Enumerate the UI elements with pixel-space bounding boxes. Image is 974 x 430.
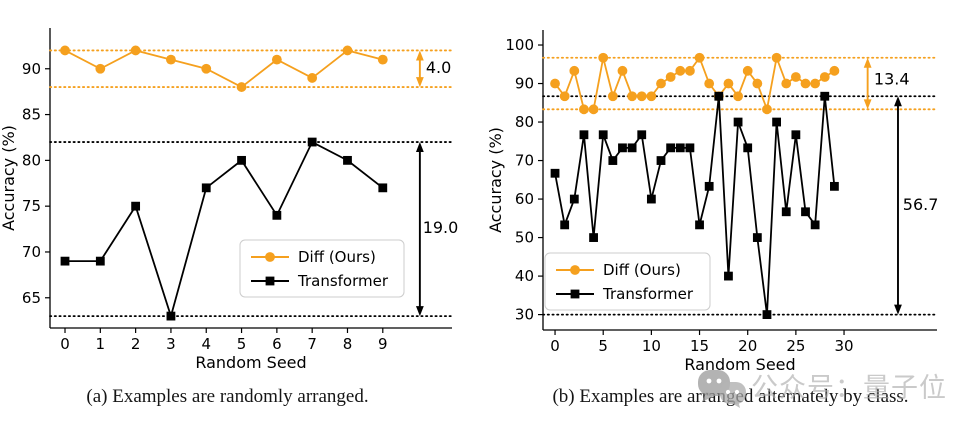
caption-b: (b) Examples are arranged alternately by… [552,386,909,407]
svg-text:Accuracy (%): Accuracy (%) [486,127,505,233]
svg-text:Diff (Ours): Diff (Ours) [603,261,681,279]
svg-text:5: 5 [598,337,608,355]
svg-text:0: 0 [550,337,560,355]
svg-text:30: 30 [515,306,534,324]
svg-text:90: 90 [515,75,534,93]
svg-text:60: 60 [515,190,534,208]
chart-a-block: 65 70 75 80 85 90 0 1 2 3 4 5 6 7 8 9 Random Seed Accurac… [0,0,487,375]
svg-text:25: 25 [786,337,805,355]
svg-text:2: 2 [131,335,141,353]
svg-text:70: 70 [22,243,41,261]
chart-a-canvas: 65 70 75 80 85 90 0 1 2 3 4 5 6 7 8 9 Random Seed Accurac… [0,28,459,372]
svg-text:56.7: 56.7 [903,195,939,214]
svg-text:19.0: 19.0 [423,218,459,237]
svg-text:0: 0 [60,335,70,353]
svg-text:90: 90 [22,60,41,78]
svg-text:80: 80 [22,151,41,169]
svg-text:13.4: 13.4 [874,70,910,89]
svg-text:5: 5 [237,335,247,353]
caption-a: (a) Examples are randomly arranged. [86,386,369,407]
chart-b-canvas: 30 40 50 60 70 80 90 100 0 5 10 15 20 25 30 Random Seed… [486,30,939,374]
svg-text:4: 4 [201,335,211,353]
svg-text:15: 15 [690,337,709,355]
svg-text:1: 1 [96,335,106,353]
svg-text:50: 50 [515,229,534,247]
svg-text:Random Seed: Random Seed [684,355,795,374]
svg-text:Random Seed: Random Seed [195,353,306,372]
chart-b-block: 30 40 50 60 70 80 90 100 0 5 10 15 20 25 30 Random Seed… [486,0,974,375]
svg-text:80: 80 [515,113,534,131]
svg-text:Diff (Ours): Diff (Ours) [298,248,376,266]
svg-text:9: 9 [378,335,388,353]
svg-text:75: 75 [22,197,41,215]
svg-text:100: 100 [505,36,534,54]
svg-text:4.0: 4.0 [426,58,451,77]
svg-text:Accuracy (%): Accuracy (%) [0,125,18,231]
svg-text:10: 10 [642,337,661,355]
svg-text:20: 20 [738,337,757,355]
svg-text:8: 8 [343,335,353,353]
svg-text:65: 65 [22,289,41,307]
svg-text:30: 30 [834,337,853,355]
svg-text:85: 85 [22,106,41,124]
svg-text:Transformer: Transformer [297,272,389,290]
svg-text:3: 3 [166,335,176,353]
svg-text:Transformer: Transformer [602,285,694,303]
svg-text:6: 6 [272,335,282,353]
svg-text:70: 70 [515,152,534,170]
svg-text:40: 40 [515,267,534,285]
svg-text:7: 7 [307,335,317,353]
